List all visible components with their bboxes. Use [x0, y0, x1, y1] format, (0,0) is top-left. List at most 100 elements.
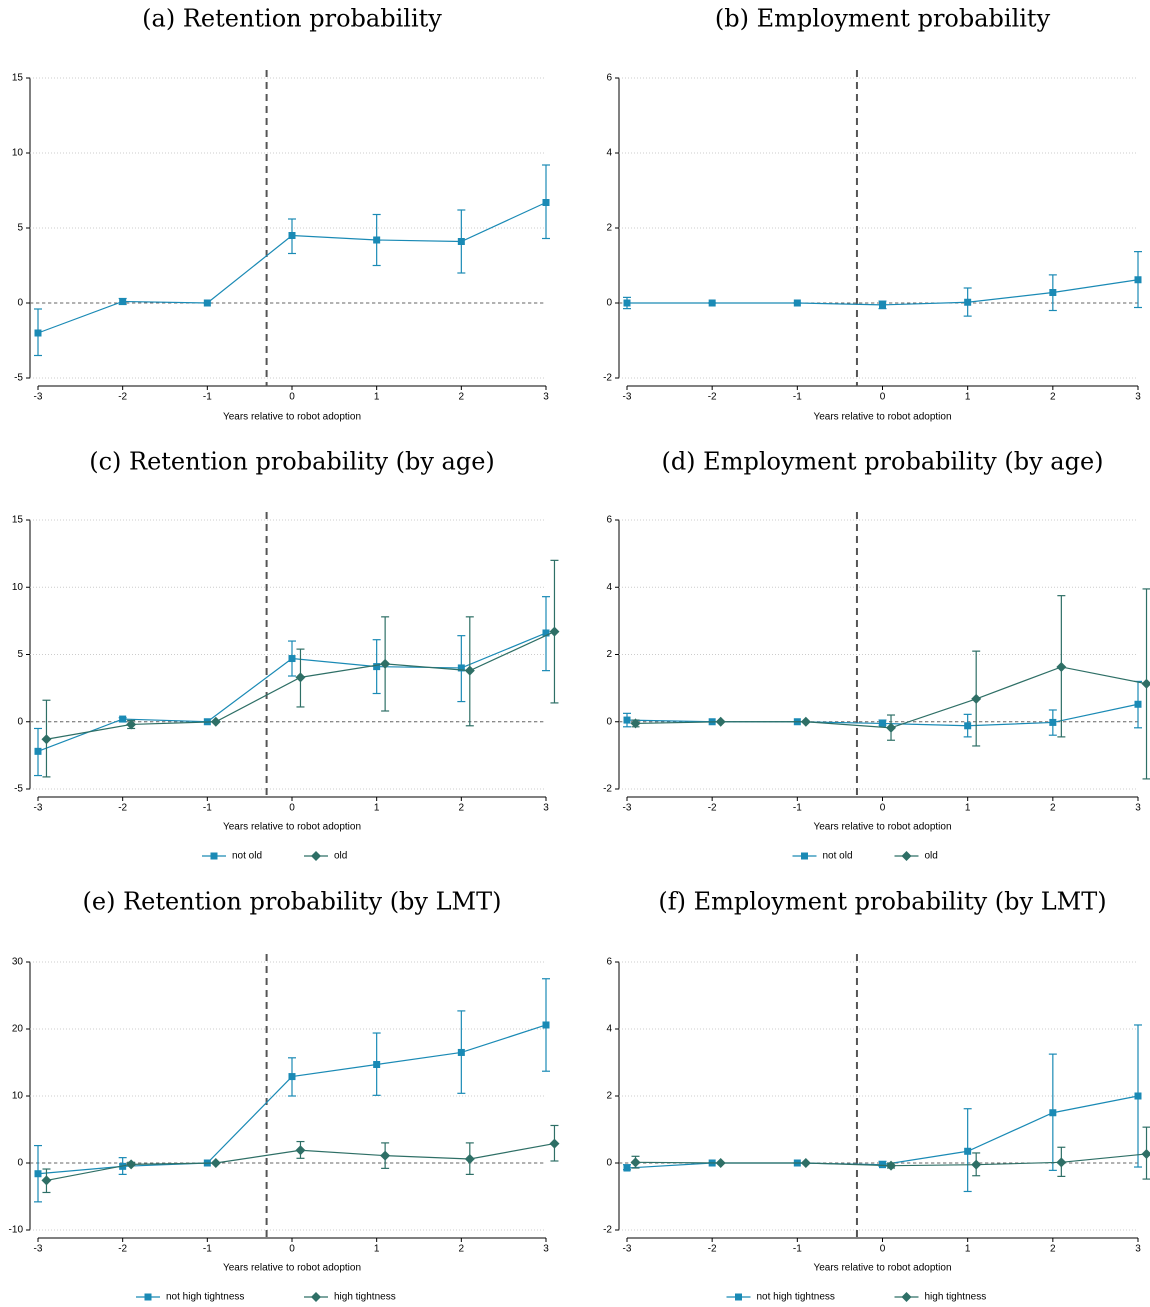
marker [886, 722, 897, 733]
y-tick-label: 5 [17, 649, 23, 660]
x-axis-label: Years relative to robot adoption [813, 412, 951, 423]
y-tick-label: 0 [17, 716, 23, 727]
y-tick-label: 20 [12, 1024, 24, 1035]
marker [373, 1061, 381, 1069]
marker [457, 1048, 465, 1056]
y-tick-label: 0 [606, 1158, 612, 1169]
marker [879, 719, 886, 727]
x-tick-label: 2 [1050, 1244, 1056, 1255]
marker [549, 626, 560, 637]
legend-marker [735, 1293, 742, 1301]
panel-title: (b) Employment probability [715, 5, 1051, 33]
marker [1056, 661, 1067, 672]
marker [549, 1138, 560, 1149]
marker [295, 1145, 306, 1156]
marker [126, 1159, 137, 1170]
x-axis-label: Years relative to robot adoption [813, 1263, 951, 1274]
marker [623, 299, 631, 307]
x-tick-label: 0 [289, 392, 295, 403]
marker [542, 1021, 550, 1029]
y-tick-label: 4 [606, 148, 612, 159]
x-tick-label: 1 [374, 1244, 380, 1255]
x-tick-label: 3 [543, 392, 549, 403]
y-tick-label: 2 [606, 649, 612, 660]
marker [964, 298, 972, 306]
marker [380, 658, 391, 669]
marker [34, 329, 42, 337]
y-tick-label: 15 [12, 73, 24, 84]
x-tick-label: -1 [793, 803, 802, 814]
marker [210, 716, 221, 727]
y-tick-label: 0 [17, 298, 23, 309]
x-tick-label: -2 [118, 803, 127, 814]
x-tick-label: 0 [880, 1244, 886, 1255]
marker [1049, 1109, 1057, 1117]
marker [34, 1170, 42, 1178]
x-tick-label: 1 [965, 803, 971, 814]
marker [715, 716, 726, 727]
y-tick-label: -2 [603, 784, 612, 795]
y-tick-label: 6 [606, 73, 612, 84]
marker [203, 299, 211, 307]
y-tick-label: 30 [12, 957, 24, 968]
legend-label: high tightness [925, 1292, 987, 1303]
y-tick-label: 4 [606, 582, 612, 593]
x-tick-label: -2 [118, 392, 127, 403]
x-tick-label: 1 [965, 392, 971, 403]
x-tick-label: 3 [1135, 392, 1141, 403]
y-tick-label: -5 [14, 373, 23, 384]
legend-marker [901, 851, 912, 861]
x-tick-label: 2 [459, 392, 465, 403]
y-tick-label: 4 [606, 1024, 612, 1035]
y-tick-label: 2 [606, 1091, 612, 1102]
x-tick-label: 2 [1050, 392, 1056, 403]
panel-title: (c) Retention probability (by age) [89, 448, 495, 476]
marker [1134, 700, 1142, 708]
y-tick-label: -5 [14, 784, 23, 795]
y-tick-label: 0 [17, 1158, 23, 1169]
legend-marker [144, 1293, 152, 1301]
x-tick-label: -1 [203, 1244, 212, 1255]
x-tick-label: -3 [34, 392, 43, 403]
marker [119, 715, 127, 723]
marker [1134, 276, 1142, 284]
legend-marker [210, 852, 218, 860]
legend-label: not high tightness [757, 1292, 835, 1303]
marker [210, 1158, 221, 1168]
marker [793, 299, 801, 307]
x-tick-label: -3 [34, 803, 43, 814]
marker [708, 299, 716, 307]
panel-title: (f) Employment probability (by LMT) [658, 888, 1106, 916]
x-tick-label: 3 [543, 1244, 549, 1255]
marker [1141, 678, 1150, 689]
marker [295, 672, 306, 683]
x-tick-label: -1 [793, 1244, 802, 1255]
marker [380, 1150, 391, 1161]
y-tick-label: 10 [12, 582, 24, 593]
x-axis-label: Years relative to robot adoption [813, 822, 951, 833]
legend-label: old [334, 851, 347, 862]
legend-label: old [925, 851, 938, 862]
y-tick-label: 0 [606, 716, 612, 727]
marker [373, 663, 381, 671]
y-tick-label: 0 [606, 298, 612, 309]
x-axis-label: Years relative to robot adoption [223, 1263, 361, 1274]
x-tick-label: -3 [623, 392, 632, 403]
x-tick-label: 2 [459, 1244, 465, 1255]
marker [630, 1157, 641, 1168]
marker [1056, 1157, 1067, 1168]
marker [800, 1158, 811, 1168]
marker [879, 1161, 886, 1169]
marker [34, 747, 42, 755]
x-tick-label: -3 [623, 803, 632, 814]
y-tick-label: 10 [12, 148, 24, 159]
marker [464, 665, 475, 676]
marker [971, 693, 982, 704]
marker [288, 232, 296, 239]
y-tick-label: 6 [606, 515, 612, 526]
legend-marker [801, 852, 808, 860]
marker [715, 1158, 726, 1168]
y-tick-label: -10 [9, 1225, 24, 1236]
